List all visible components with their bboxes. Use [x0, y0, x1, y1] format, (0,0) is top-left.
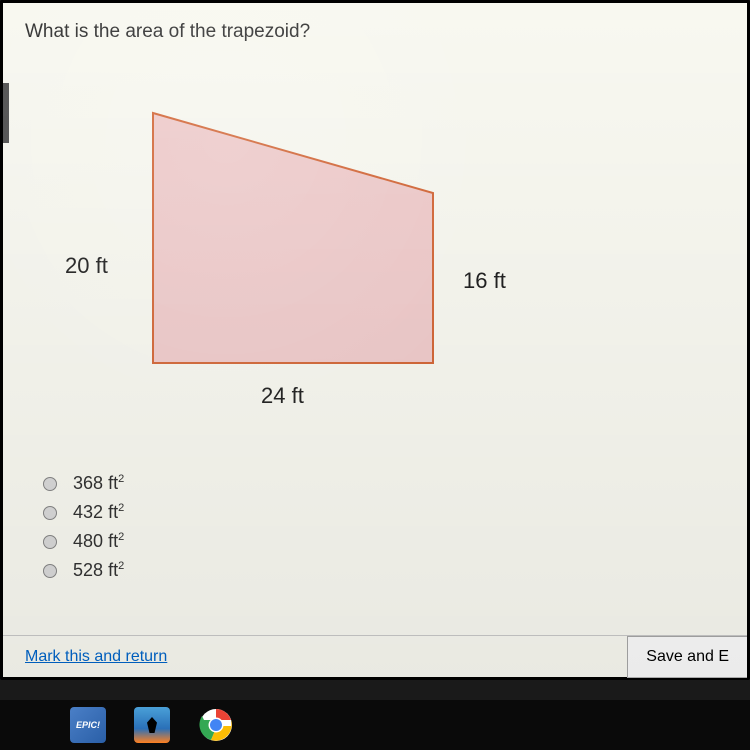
radio-icon[interactable]	[43, 506, 57, 520]
trapezoid-figure	[143, 103, 453, 383]
radio-icon[interactable]	[43, 535, 57, 549]
option-label: 432 ft2	[73, 502, 124, 523]
label-left-side: 20 ft	[65, 253, 108, 279]
option-label: 368 ft2	[73, 473, 124, 494]
radio-icon[interactable]	[43, 564, 57, 578]
option-label: 480 ft2	[73, 531, 124, 552]
mark-and-return-link[interactable]: Mark this and return	[25, 648, 167, 666]
option-row[interactable]: 528 ft2	[43, 560, 747, 581]
answer-options: 368 ft2 432 ft2 480 ft2 528 ft2	[43, 473, 747, 581]
epic-app-icon[interactable]: EPIC!	[70, 707, 106, 743]
save-button-label: Save and E	[646, 648, 729, 666]
jump-app-icon[interactable]	[134, 707, 170, 743]
option-row[interactable]: 480 ft2	[43, 531, 747, 552]
label-bottom-side: 24 ft	[261, 383, 304, 409]
taskbar: EPIC!	[0, 700, 750, 750]
chrome-svg	[199, 708, 233, 742]
option-row[interactable]: 432 ft2	[43, 502, 747, 523]
figure-area: 20 ft 16 ft 24 ft	[3, 53, 747, 413]
option-row[interactable]: 368 ft2	[43, 473, 747, 494]
option-label: 528 ft2	[73, 560, 124, 581]
save-and-exit-button[interactable]: Save and E	[627, 636, 747, 678]
radio-icon[interactable]	[43, 477, 57, 491]
chrome-icon[interactable]	[198, 707, 234, 743]
trapezoid-shape	[153, 113, 433, 363]
label-right-side: 16 ft	[463, 268, 506, 294]
bottom-bar: Mark this and return Save and E	[3, 635, 747, 677]
question-text: What is the area of the trapezoid?	[3, 3, 747, 53]
epic-label: EPIC!	[76, 720, 100, 730]
quiz-screen: What is the area of the trapezoid? 20 ft…	[0, 0, 750, 680]
